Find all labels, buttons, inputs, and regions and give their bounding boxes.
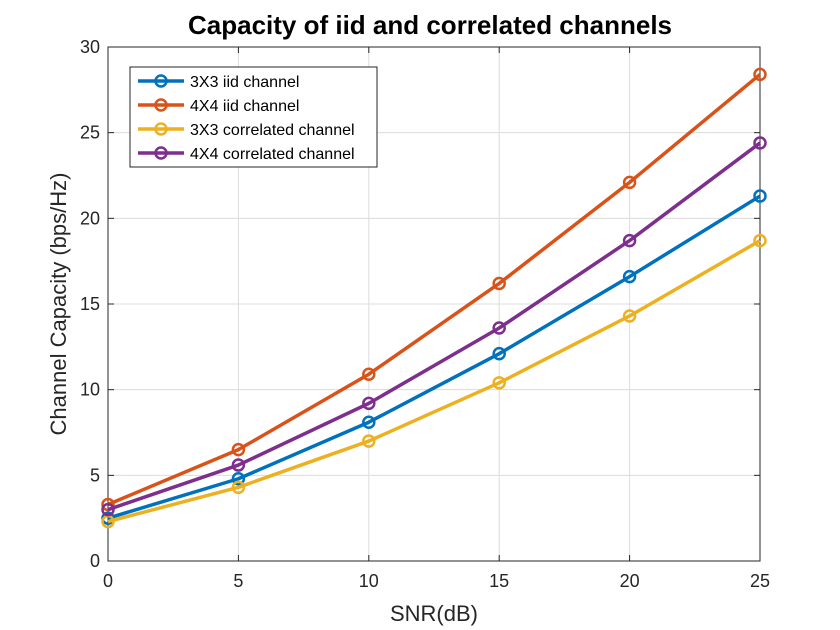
data-point <box>753 233 767 248</box>
data-point <box>362 434 376 448</box>
data-point <box>231 458 246 472</box>
series-line <box>107 73 762 507</box>
data-point <box>362 367 376 381</box>
series-line <box>107 141 762 512</box>
data-point <box>492 276 506 291</box>
legend-box <box>129 66 378 168</box>
y-tick-label: 25 <box>80 123 100 143</box>
x-tick-label: 5 <box>233 571 243 591</box>
y-tick-label: 5 <box>90 465 100 485</box>
legend-label: 3X3 correlated channel <box>190 122 355 139</box>
x-axis-label: SNR(dB) <box>390 601 478 626</box>
legend-item: 3X3 correlated channel <box>138 122 355 139</box>
legend-marker <box>154 98 168 112</box>
series <box>101 67 767 512</box>
y-tick-label: 30 <box>80 37 100 57</box>
data-point <box>753 189 767 203</box>
y-tick-label: 10 <box>80 380 100 400</box>
legend-marker <box>154 74 168 88</box>
data-point <box>362 396 376 411</box>
data-point <box>101 502 115 517</box>
series <box>101 189 767 525</box>
x-tick-label: 20 <box>620 571 640 591</box>
data-point <box>492 321 506 335</box>
legend-item: 4X4 iid channel <box>138 98 299 115</box>
series <box>101 136 767 517</box>
data-point <box>492 346 506 361</box>
axis-ticks: 0 5 10 15 20 25 0 5 10 15 20 25 30 <box>80 37 770 591</box>
data-point <box>622 309 637 323</box>
legend-item: 3X3 iid channel <box>138 74 299 91</box>
data-point <box>231 472 246 486</box>
legend-label: 4X4 correlated channel <box>190 146 355 163</box>
y-tick-label: 20 <box>80 208 100 228</box>
y-tick-label: 15 <box>80 294 100 314</box>
legend-label: 3X3 iid channel <box>190 74 299 91</box>
data-point <box>231 480 246 495</box>
data-point <box>622 269 637 284</box>
y-tick-label: 0 <box>90 551 100 571</box>
x-tick-label: 0 <box>103 571 113 591</box>
series <box>101 233 767 529</box>
legend-marker <box>154 122 168 136</box>
y-axis-label: Channel Capacity (bps/Hz) <box>46 173 71 436</box>
data-point <box>362 415 376 429</box>
series-line <box>107 194 761 520</box>
data-point <box>753 67 767 82</box>
legend-label: 4X4 iid channel <box>190 98 299 115</box>
data-point <box>622 175 637 190</box>
series-line <box>107 239 761 524</box>
x-tick-label: 15 <box>489 571 509 591</box>
data-point <box>753 136 767 150</box>
data-point <box>492 376 506 390</box>
legend-item: 4X4 correlated channel <box>138 146 355 163</box>
data-point <box>622 233 637 248</box>
legend-marker <box>154 146 168 160</box>
x-tick-label: 25 <box>750 571 770 591</box>
x-tick-label: 10 <box>359 571 379 591</box>
series-group <box>101 67 767 529</box>
data-point <box>101 497 115 512</box>
data-point <box>231 442 246 457</box>
chart-title: Capacity of iid and correlated channels <box>188 10 672 40</box>
legend: 3X3 iid channel 4X4 iid channel 3X3 correl… <box>129 66 378 168</box>
